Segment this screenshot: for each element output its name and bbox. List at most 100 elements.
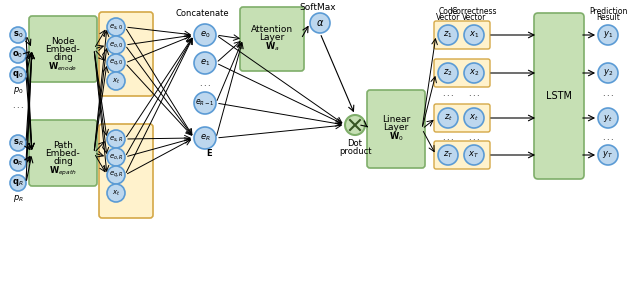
Text: $\mathbf{s}_R$: $\mathbf{s}_R$ (13, 138, 23, 148)
Text: $\mathbf{W}_0$: $\mathbf{W}_0$ (388, 131, 403, 143)
Text: $e_{q,0}$: $e_{q,0}$ (109, 58, 124, 68)
Text: $z_2$: $z_2$ (444, 68, 452, 78)
Circle shape (464, 63, 484, 83)
FancyBboxPatch shape (240, 7, 304, 71)
Circle shape (10, 135, 26, 151)
FancyBboxPatch shape (434, 104, 490, 132)
Text: SoftMax: SoftMax (300, 3, 336, 12)
Text: Attention: Attention (251, 25, 293, 33)
Text: $...$: $...$ (199, 78, 211, 87)
Text: $x_2$: $x_2$ (469, 68, 479, 78)
Text: $e_{s,R}$: $e_{s,R}$ (109, 134, 123, 143)
Text: Vector: Vector (462, 14, 486, 23)
Text: Prediction: Prediction (589, 8, 627, 16)
FancyBboxPatch shape (29, 16, 97, 82)
Circle shape (464, 108, 484, 128)
Text: $e_{s,0}$: $e_{s,0}$ (109, 23, 123, 31)
Circle shape (107, 184, 125, 202)
Text: LSTM: LSTM (546, 91, 572, 101)
Circle shape (107, 54, 125, 72)
Text: $...$: $...$ (602, 132, 614, 142)
Text: Concatenate: Concatenate (175, 8, 228, 18)
Text: $y_t$: $y_t$ (603, 113, 613, 123)
Text: $...$: $...$ (602, 89, 614, 98)
Circle shape (107, 18, 125, 36)
Text: $...$: $...$ (442, 89, 454, 98)
Text: $x_1$: $x_1$ (469, 30, 479, 40)
Circle shape (598, 108, 618, 128)
Circle shape (464, 25, 484, 45)
Circle shape (438, 108, 458, 128)
Text: Code: Code (438, 8, 458, 16)
Text: $\mathbf{q}_R$: $\mathbf{q}_R$ (12, 177, 24, 188)
Text: $...$: $...$ (12, 100, 24, 110)
Circle shape (10, 47, 26, 63)
FancyBboxPatch shape (367, 90, 425, 168)
Circle shape (310, 13, 330, 33)
Text: $e_{q,R}$: $e_{q,R}$ (109, 170, 124, 180)
Circle shape (194, 52, 216, 74)
Circle shape (10, 175, 26, 191)
Circle shape (10, 67, 26, 83)
Text: $z_T$: $z_T$ (443, 150, 453, 160)
Text: Result: Result (596, 14, 620, 23)
Circle shape (438, 63, 458, 83)
Text: $\mathbf{q}_0$: $\mathbf{q}_0$ (12, 70, 24, 80)
Text: $p_0$: $p_0$ (13, 85, 23, 97)
Text: Layer: Layer (383, 123, 408, 132)
Text: $\mathbf{E}$: $\mathbf{E}$ (207, 147, 214, 158)
Text: $e_{o,0}$: $e_{o,0}$ (109, 40, 124, 50)
Circle shape (464, 145, 484, 165)
Text: Embed-: Embed- (45, 44, 81, 53)
Circle shape (598, 63, 618, 83)
FancyBboxPatch shape (99, 124, 153, 218)
Text: $\mathbf{o}_0$: $\mathbf{o}_0$ (12, 50, 24, 60)
Text: $z_1$: $z_1$ (444, 30, 452, 40)
Text: $...$: $...$ (468, 132, 480, 142)
Text: $...$: $...$ (442, 132, 454, 142)
FancyBboxPatch shape (534, 13, 584, 179)
Text: $p_R$: $p_R$ (13, 194, 24, 205)
Circle shape (345, 115, 365, 135)
Circle shape (598, 145, 618, 165)
Text: Linear: Linear (382, 115, 410, 123)
Text: Path: Path (53, 140, 73, 149)
Text: $x_T$: $x_T$ (468, 150, 479, 160)
Text: $e_1$: $e_1$ (200, 58, 210, 68)
FancyBboxPatch shape (434, 141, 490, 169)
Circle shape (107, 36, 125, 54)
Circle shape (107, 166, 125, 184)
Text: Vector: Vector (436, 14, 460, 23)
Circle shape (194, 24, 216, 46)
Text: $...$: $...$ (468, 89, 480, 98)
Text: $\mathbf{W}_a$: $\mathbf{W}_a$ (265, 41, 279, 53)
Circle shape (10, 155, 26, 171)
Text: Correctness: Correctness (451, 8, 497, 16)
Circle shape (194, 92, 216, 114)
Circle shape (438, 25, 458, 45)
Text: Dot: Dot (348, 138, 362, 147)
Text: ding: ding (53, 156, 73, 166)
Text: $z_t$: $z_t$ (444, 113, 452, 123)
FancyBboxPatch shape (434, 21, 490, 49)
Text: $x_t$: $x_t$ (112, 76, 120, 85)
Text: Node: Node (51, 37, 75, 46)
Text: $\mathbf{W}_{epath}$: $\mathbf{W}_{epath}$ (49, 164, 77, 177)
Text: $\mathbf{s}_0$: $\mathbf{s}_0$ (13, 30, 23, 40)
FancyBboxPatch shape (29, 120, 97, 186)
Circle shape (598, 25, 618, 45)
Circle shape (107, 148, 125, 166)
Text: $e_R$: $e_R$ (200, 133, 211, 143)
Circle shape (10, 27, 26, 43)
FancyBboxPatch shape (99, 12, 153, 96)
Circle shape (194, 127, 216, 149)
Text: $e_{R-1}$: $e_{R-1}$ (195, 98, 215, 108)
Text: $y_2$: $y_2$ (603, 68, 613, 78)
Text: Layer: Layer (259, 33, 285, 42)
Text: $e_{o,R}$: $e_{o,R}$ (109, 153, 124, 162)
Text: $x_t$: $x_t$ (112, 188, 120, 198)
Text: ding: ding (53, 53, 73, 61)
Text: $x_t$: $x_t$ (469, 113, 479, 123)
Text: $y_T$: $y_T$ (602, 149, 614, 160)
Text: Embed-: Embed- (45, 149, 81, 158)
